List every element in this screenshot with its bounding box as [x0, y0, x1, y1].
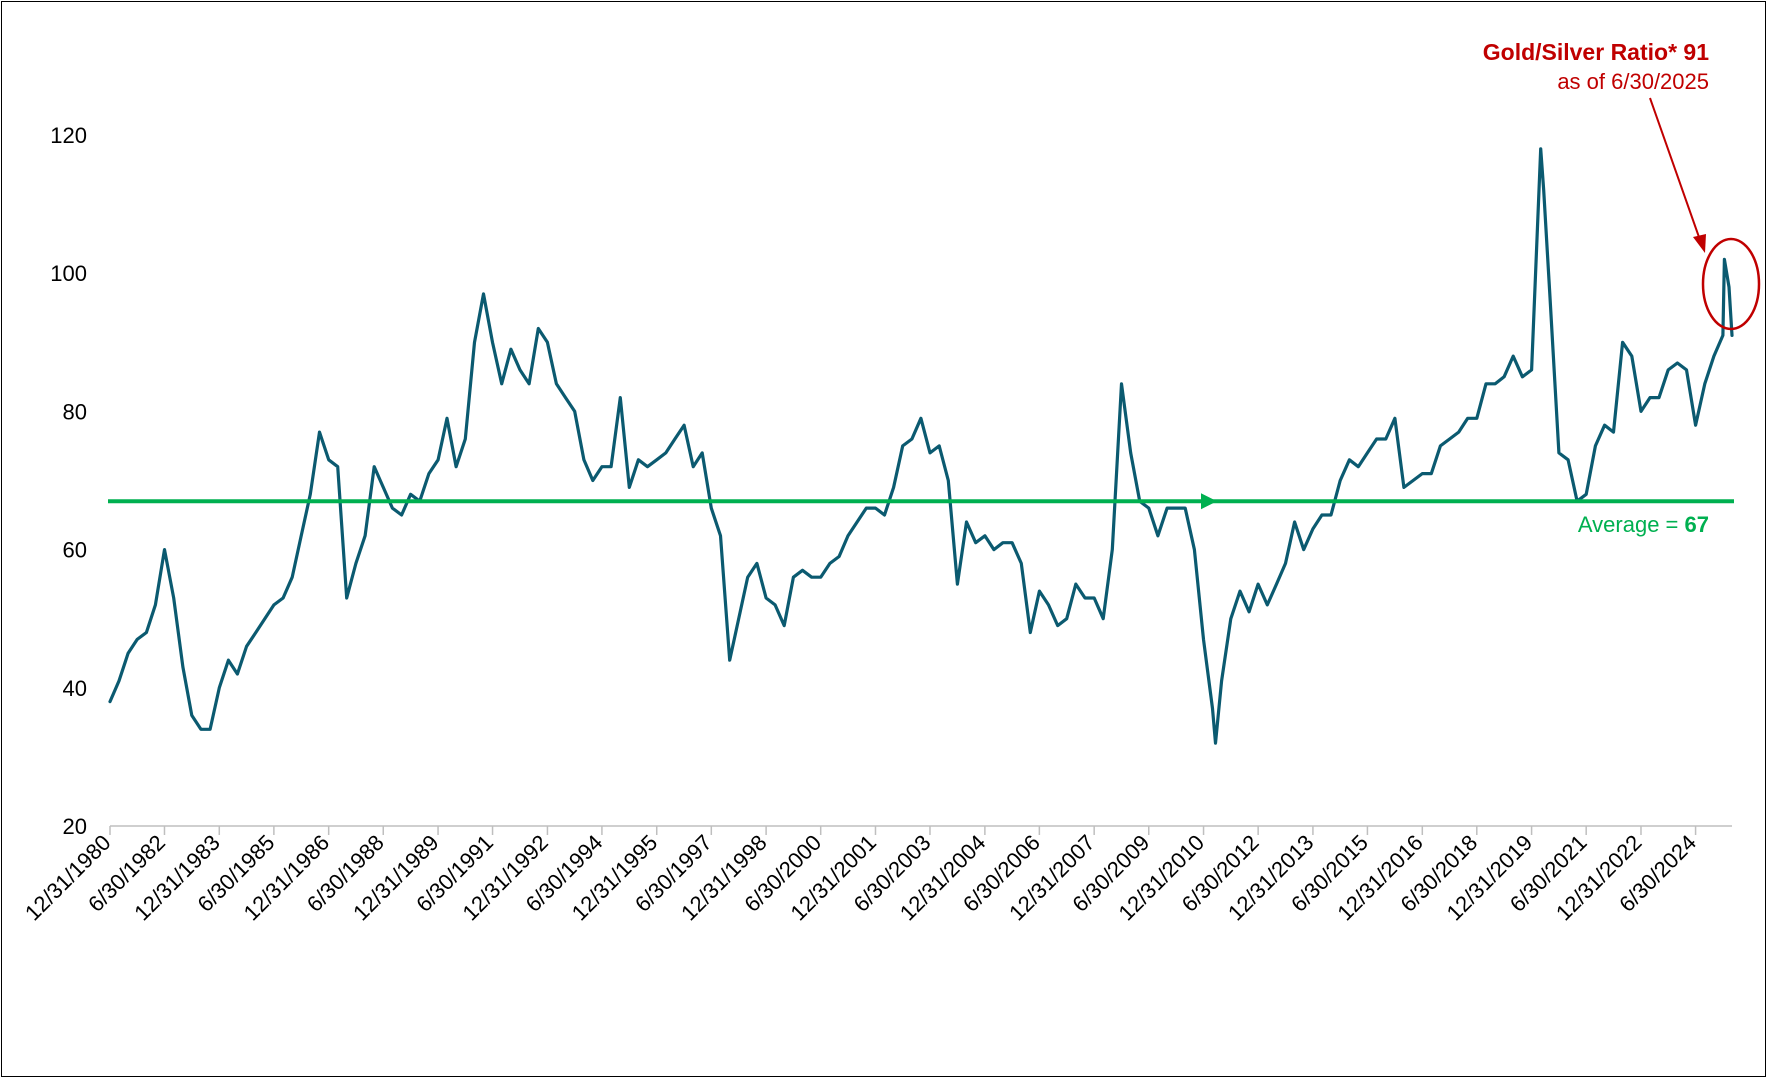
average-label: Average = 67 [1578, 512, 1709, 537]
y-tick-label: 40 [63, 676, 87, 701]
annotation-arrow-head [1693, 234, 1706, 253]
annotation-arrow-line [1649, 97, 1701, 241]
y-tick-label: 100 [50, 261, 87, 286]
annotation-title: Gold/Silver Ratio* 91 [1483, 39, 1709, 65]
average-value: 67 [1685, 512, 1709, 537]
y-tick-label: 80 [63, 399, 87, 424]
average-arrow-head [1201, 493, 1217, 510]
y-tick-label: 20 [63, 814, 87, 839]
series-layer [108, 147, 1734, 745]
annotation-layer: Gold/Silver Ratio* 91 as of 6/30/2025 [1483, 39, 1761, 331]
annotation-highlight-circle [1701, 237, 1761, 331]
y-tick-label: 60 [63, 538, 87, 563]
ratio-series-line [108, 147, 1734, 745]
annotation-subtitle: as of 6/30/2025 [1557, 69, 1709, 94]
y-axis: 20 40 60 80 100 120 [50, 123, 87, 839]
x-axis: 12/31/19806/30/198212/31/19836/30/198512… [20, 825, 1732, 925]
average-layer: Average = 67 [108, 493, 1734, 537]
average-label-text: Average = [1578, 512, 1685, 537]
y-tick-label: 120 [50, 123, 87, 148]
